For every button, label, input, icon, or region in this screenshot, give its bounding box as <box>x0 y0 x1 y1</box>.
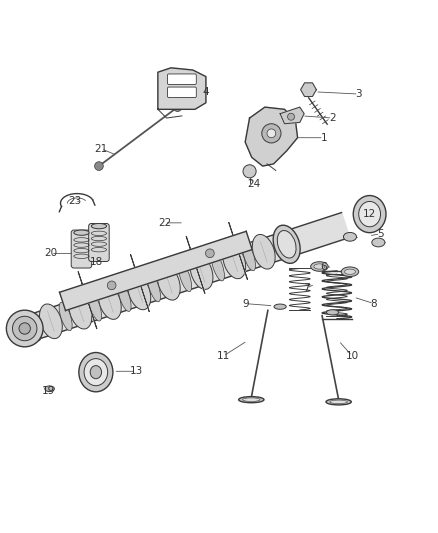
Ellipse shape <box>243 398 260 401</box>
Polygon shape <box>245 107 297 166</box>
Text: 4: 4 <box>203 87 209 97</box>
Text: 3: 3 <box>355 89 362 99</box>
Ellipse shape <box>252 235 275 269</box>
Text: 19: 19 <box>42 386 55 396</box>
Text: 21: 21 <box>95 143 108 154</box>
Polygon shape <box>14 213 350 344</box>
Ellipse shape <box>74 230 89 235</box>
Circle shape <box>205 249 214 257</box>
FancyBboxPatch shape <box>71 230 92 268</box>
Polygon shape <box>229 222 247 280</box>
Ellipse shape <box>99 285 121 319</box>
Circle shape <box>173 103 182 111</box>
Text: 7: 7 <box>303 284 310 293</box>
Ellipse shape <box>148 273 161 302</box>
Ellipse shape <box>239 397 264 403</box>
Circle shape <box>7 310 43 347</box>
Ellipse shape <box>157 265 180 300</box>
Circle shape <box>19 323 30 334</box>
Ellipse shape <box>326 310 339 315</box>
Ellipse shape <box>345 269 356 274</box>
Polygon shape <box>158 68 206 109</box>
Polygon shape <box>300 83 316 96</box>
Ellipse shape <box>84 359 108 386</box>
Text: 20: 20 <box>44 248 57 259</box>
Ellipse shape <box>28 312 41 341</box>
Ellipse shape <box>69 294 92 329</box>
Text: 5: 5 <box>377 229 384 239</box>
Ellipse shape <box>359 201 381 227</box>
Text: 10: 10 <box>346 351 359 361</box>
Ellipse shape <box>88 293 102 321</box>
Ellipse shape <box>274 304 286 309</box>
Text: 11: 11 <box>217 351 230 361</box>
Ellipse shape <box>59 302 72 330</box>
Ellipse shape <box>326 399 351 405</box>
Text: 2: 2 <box>329 113 336 123</box>
Ellipse shape <box>343 232 357 241</box>
Text: 18: 18 <box>90 257 103 267</box>
Ellipse shape <box>314 264 325 269</box>
Circle shape <box>288 113 294 120</box>
Polygon shape <box>78 271 97 329</box>
Text: 1: 1 <box>321 133 327 143</box>
Text: 23: 23 <box>68 196 81 206</box>
Ellipse shape <box>372 238 385 247</box>
Polygon shape <box>280 107 304 124</box>
Ellipse shape <box>223 244 246 279</box>
Ellipse shape <box>91 223 106 229</box>
Circle shape <box>262 124 281 143</box>
Text: 24: 24 <box>247 179 261 189</box>
Circle shape <box>95 161 103 171</box>
Ellipse shape <box>128 275 151 310</box>
Text: 8: 8 <box>371 298 377 309</box>
Polygon shape <box>186 236 205 294</box>
Ellipse shape <box>311 262 328 271</box>
Polygon shape <box>60 231 252 311</box>
Ellipse shape <box>243 243 255 271</box>
Circle shape <box>12 316 37 341</box>
Ellipse shape <box>79 352 113 392</box>
FancyBboxPatch shape <box>167 74 196 84</box>
Ellipse shape <box>212 253 224 281</box>
Text: 6: 6 <box>321 262 327 271</box>
Ellipse shape <box>39 304 62 338</box>
Ellipse shape <box>90 366 102 379</box>
Text: 22: 22 <box>158 218 171 228</box>
Ellipse shape <box>179 263 192 292</box>
Polygon shape <box>131 254 149 312</box>
FancyBboxPatch shape <box>88 223 109 262</box>
Ellipse shape <box>353 196 386 233</box>
Ellipse shape <box>45 386 54 392</box>
Ellipse shape <box>190 255 213 289</box>
Text: 9: 9 <box>242 298 248 309</box>
Circle shape <box>243 165 256 178</box>
Ellipse shape <box>277 230 296 258</box>
Text: 13: 13 <box>129 366 143 376</box>
Ellipse shape <box>118 283 131 311</box>
Circle shape <box>107 281 116 290</box>
Ellipse shape <box>330 400 347 403</box>
Text: 12: 12 <box>363 209 376 219</box>
FancyBboxPatch shape <box>167 87 196 98</box>
Ellipse shape <box>341 267 359 277</box>
Ellipse shape <box>273 225 300 263</box>
Circle shape <box>267 129 276 138</box>
